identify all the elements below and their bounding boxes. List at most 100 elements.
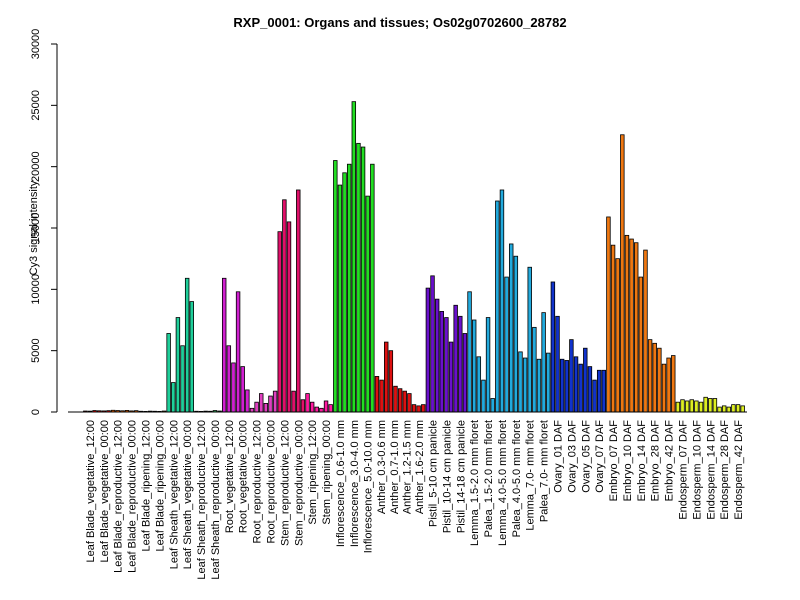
bar: [661, 363, 667, 413]
bar: [485, 317, 491, 413]
bar: [481, 379, 486, 413]
bar: [305, 393, 310, 413]
bar: [272, 390, 278, 413]
bar: [694, 400, 699, 413]
bar: [342, 172, 347, 413]
x-tick-label: Root_vegetative_12:00: [224, 420, 236, 533]
bar: [476, 356, 482, 413]
bar: [416, 405, 421, 413]
bars: [83, 101, 745, 413]
y-axis-label: Cy3 signal intensity: [28, 180, 40, 275]
bar: [643, 249, 648, 413]
bar: [550, 281, 556, 413]
x-tick-label: Lemma_4.0-5.0 mm floret: [497, 420, 509, 546]
x-tick-label: Inflorescence_0.6-1.0 mm: [335, 420, 347, 547]
x-tick-label: Endosperm_28 DAF: [719, 420, 731, 520]
bar: [458, 315, 463, 413]
x-tick-label: Anther_0.7-1.0 mm: [389, 420, 401, 514]
bar: [721, 405, 727, 413]
bar: [286, 221, 292, 413]
x-tick-label: Endosperm_07 DAF: [678, 420, 690, 520]
bar: [513, 255, 519, 413]
bar: [175, 317, 181, 413]
bar: [735, 404, 741, 413]
bar: [578, 363, 583, 413]
bar: [471, 319, 477, 413]
bar: [360, 146, 366, 413]
x-tick-label: Endosperm_14 DAF: [705, 420, 717, 520]
bar: [634, 242, 639, 413]
bar: [596, 369, 602, 413]
bar: [462, 333, 468, 413]
y-tick-label: 25000: [30, 90, 42, 121]
bar: [453, 304, 458, 413]
x-tick-label: Ovary_03 DAF: [566, 420, 578, 493]
bar: [319, 407, 324, 413]
bar: [675, 401, 681, 413]
bar: [356, 142, 361, 413]
bar: [615, 258, 620, 413]
y-tick-label: 30000: [30, 29, 42, 60]
bar: [559, 358, 565, 413]
bar: [541, 312, 546, 413]
x-tick-label: Root_reproductive_00:00: [265, 420, 277, 544]
bar: [235, 291, 241, 413]
bar: [629, 238, 634, 413]
bar: [259, 393, 264, 413]
bar: [245, 389, 250, 413]
x-tick-label: Pistil_10-14 cm panicle: [441, 420, 453, 533]
bar: [421, 404, 426, 413]
bar: [499, 189, 505, 413]
bar: [527, 266, 532, 413]
bar: [333, 160, 338, 413]
x-tick-label: Ovary_01 DAF: [553, 420, 565, 493]
bar: [263, 403, 269, 413]
bar: [226, 345, 232, 413]
bar: [189, 301, 194, 413]
x-tick-label: Lemma_1.5-2.0 mm floret: [469, 420, 481, 546]
x-tick-label: Leaf Sheath_reproductive_12:00: [196, 420, 208, 580]
bar: [180, 345, 185, 413]
bar: [282, 199, 287, 413]
bar: [467, 291, 472, 413]
bar: [703, 396, 708, 413]
bar: [573, 356, 579, 413]
x-tick-label: Stem_reproductive_00:00: [293, 420, 305, 546]
x-tick-label: Pistil_14-18 cm panicle: [455, 420, 467, 533]
bar: [620, 134, 625, 413]
bar: [448, 341, 454, 413]
x-tick-label: Anther_1.6-2.0 mm: [414, 420, 426, 514]
bar: [328, 404, 333, 413]
bar: [314, 406, 319, 413]
x-tick-label: Embryo_10 DAF: [622, 420, 634, 502]
bar: [300, 399, 306, 413]
bar: [365, 195, 370, 413]
x-tick-label: Palea_1.5-2.0 mm floret: [483, 420, 495, 537]
bar: [522, 357, 528, 413]
x-tick-label: Leaf Blade_ripening_00:00: [154, 420, 166, 552]
bar: [397, 388, 403, 413]
bar: [346, 163, 352, 413]
bar: [430, 275, 435, 413]
bar: [254, 401, 259, 413]
x-tick-label: Stem_ripening_00:00: [321, 420, 333, 525]
bar: [384, 341, 389, 413]
bar: [411, 404, 417, 413]
y-tick-label: 20000: [30, 151, 42, 182]
x-tick-label: Leaf Blade_ripening_12:00: [141, 420, 153, 552]
x-tick-label: Stem_ripening_12:00: [307, 420, 319, 525]
bar: [249, 407, 255, 413]
bar: [291, 390, 296, 413]
bar: [495, 200, 500, 413]
bar: [337, 184, 343, 413]
x-tick-label: Leaf Sheath_reproductive_00:00: [210, 420, 222, 580]
x-tick-label: Anther_0.3-0.6 mm: [376, 420, 388, 514]
bar: [698, 401, 704, 413]
bar: [624, 234, 630, 413]
x-tick-label: Root_vegetative_00:00: [238, 420, 250, 533]
bar: [509, 243, 514, 413]
bar: [374, 376, 380, 413]
bar: [740, 405, 745, 413]
bar: [425, 287, 431, 413]
